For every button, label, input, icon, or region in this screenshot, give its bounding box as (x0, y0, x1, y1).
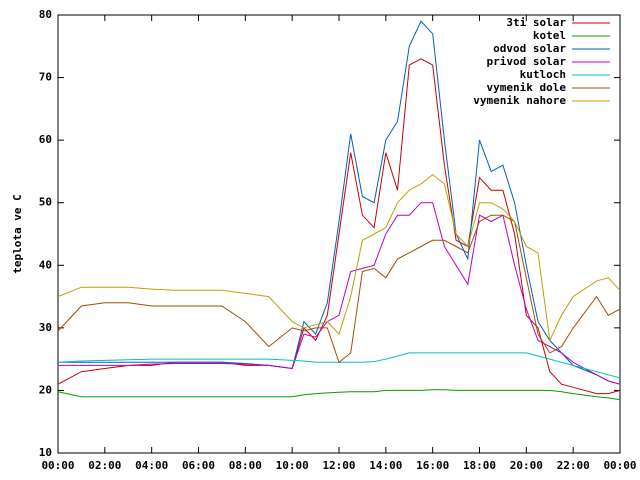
x-tick-label: 06:00 (182, 459, 215, 472)
x-tick-label: 02:00 (88, 459, 121, 472)
x-tick-label: 00:00 (603, 459, 636, 472)
y-tick-label: 80 (39, 8, 52, 21)
x-tick-label: 00:00 (41, 459, 74, 472)
x-tick-label: 18:00 (463, 459, 496, 472)
legend-label: vymenik nahore (473, 94, 566, 107)
legend-label: kotel (533, 29, 566, 42)
x-tick-label: 16:00 (416, 459, 449, 472)
x-tick-label: 04:00 (135, 459, 168, 472)
x-tick-label: 22:00 (557, 459, 590, 472)
series-line (57, 352, 621, 379)
y-tick-label: 40 (39, 258, 52, 271)
y-tick-label: 30 (39, 321, 52, 334)
y-tick-label: 20 (39, 383, 52, 396)
y-tick-label: 70 (39, 71, 52, 84)
series-line (58, 202, 621, 385)
series-line (57, 214, 621, 364)
y-tick-label: 60 (39, 133, 52, 146)
y-tick-label: 50 (39, 196, 52, 209)
legend-label: 3ti solar (506, 16, 566, 29)
legend-label: vymenik dole (487, 81, 567, 94)
x-tick-label: 12:00 (322, 459, 355, 472)
legend-label: kutloch (520, 68, 566, 81)
x-tick-label: 20:00 (510, 459, 543, 472)
y-tick-label: 10 (39, 446, 52, 459)
legend-label: privod solar (487, 55, 567, 68)
series-line (57, 389, 621, 401)
x-tick-label: 14:00 (369, 459, 402, 472)
series-line (58, 20, 621, 385)
legend-label: odvod solar (493, 42, 566, 55)
series-line (57, 58, 621, 395)
y-axis-label: teplota ve C (11, 194, 24, 273)
x-tick-label: 10:00 (276, 459, 309, 472)
series-line (57, 173, 621, 343)
x-tick-label: 08:00 (229, 459, 262, 472)
